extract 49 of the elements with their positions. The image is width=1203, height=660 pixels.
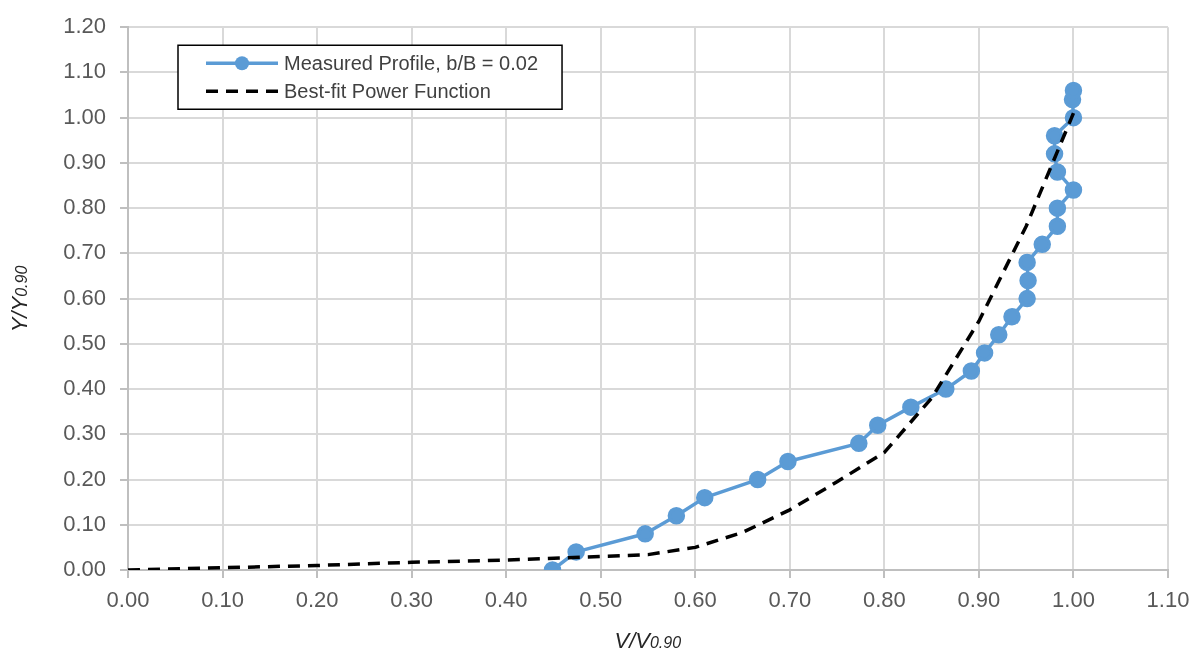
- y-tick-label: 1.10: [63, 58, 106, 84]
- x-tick-label: 0.30: [390, 587, 434, 613]
- point: [1019, 271, 1037, 290]
- point: [1048, 163, 1067, 181]
- x-tick-label: 0.60: [673, 587, 717, 613]
- legend-label: Measured Profile, b/B = 0.02: [284, 51, 539, 74]
- y-tick-label: 0.20: [63, 465, 106, 491]
- point: [1048, 217, 1067, 235]
- point: [962, 362, 981, 380]
- x-tick-label: 0.80: [862, 587, 906, 613]
- x-tick-label: 0.40: [484, 587, 528, 613]
- point: [695, 488, 714, 507]
- point: [902, 398, 920, 416]
- y-tick-label: 0.70: [63, 239, 106, 265]
- x-tick-label: 0.10: [201, 587, 244, 613]
- point: [990, 326, 1008, 344]
- x-tick-label: 0.00: [106, 587, 150, 613]
- point: [850, 434, 868, 453]
- y-tick-label: 0.10: [63, 510, 106, 536]
- point: [1045, 127, 1064, 145]
- x-tick-label: 0.70: [768, 587, 812, 613]
- y-tick-label: 0.90: [63, 148, 106, 174]
- point: [1033, 235, 1052, 254]
- point: [667, 506, 686, 525]
- y-tick-label: 0.50: [63, 329, 106, 355]
- y-tick-label: 0.80: [63, 194, 106, 220]
- point: [937, 380, 955, 398]
- x-tick-label: 1.00: [1052, 587, 1095, 613]
- point: [975, 344, 994, 362]
- point: [869, 416, 887, 434]
- y-tick-label: 0.60: [63, 284, 106, 310]
- y-tick-label: 0.30: [63, 420, 106, 446]
- point: [748, 470, 767, 489]
- x-tick-label: 0.90: [957, 587, 1001, 613]
- point: [779, 452, 797, 471]
- y-tick-label: 1.20: [63, 13, 106, 39]
- point: [1064, 181, 1083, 199]
- y-tick-label: 1.00: [63, 103, 106, 129]
- point: [636, 525, 654, 543]
- y-tick-label: 0.00: [63, 556, 106, 582]
- point: [1018, 253, 1036, 272]
- x-tick-label: 0.20: [295, 587, 339, 613]
- point: [1018, 289, 1036, 308]
- x-tick-label: 1.10: [1146, 587, 1190, 613]
- y-tick-label: 0.40: [63, 375, 106, 401]
- point: [1048, 199, 1067, 217]
- point: [1003, 307, 1021, 326]
- x-tick-label: 0.50: [579, 587, 623, 613]
- legend-label: Best-fit Power Function: [284, 79, 491, 102]
